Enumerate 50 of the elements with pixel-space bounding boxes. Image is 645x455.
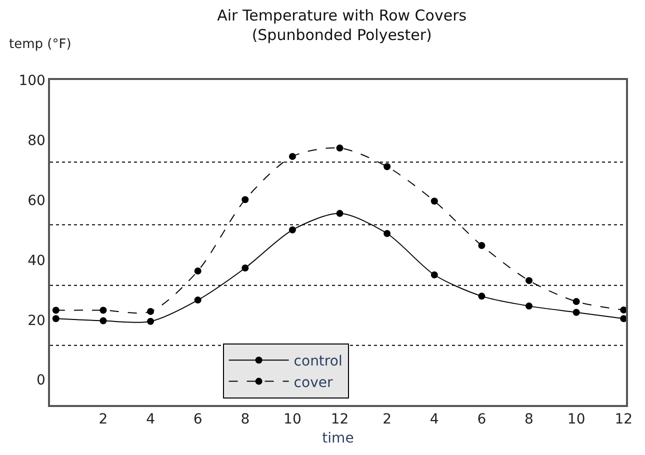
x-tick-label: 4 bbox=[146, 412, 156, 428]
x-axis-title: time bbox=[322, 430, 354, 446]
point bbox=[242, 264, 249, 272]
point bbox=[430, 198, 438, 205]
x-tick-label: 8 bbox=[240, 412, 250, 428]
y-tick-label: 60 bbox=[28, 192, 46, 209]
point bbox=[100, 317, 107, 324]
chart-title: Air Temperature with Row Covers bbox=[217, 6, 467, 24]
x-tick-label: 4 bbox=[430, 412, 439, 428]
point bbox=[384, 230, 391, 238]
y-tick-label: 20 bbox=[28, 312, 46, 329]
point bbox=[194, 296, 202, 304]
point bbox=[526, 302, 533, 310]
y-tick-label: 80 bbox=[28, 132, 46, 149]
point bbox=[100, 306, 107, 314]
y-tick-label: 40 bbox=[28, 252, 46, 269]
legend-label: control bbox=[294, 354, 342, 370]
x-tick-label: 8 bbox=[524, 412, 534, 428]
x-tick-label: 10 bbox=[567, 412, 586, 428]
point bbox=[288, 152, 296, 160]
point bbox=[147, 308, 154, 315]
x-tick-label: 6 bbox=[477, 412, 486, 428]
x-tick-label: 10 bbox=[284, 412, 302, 428]
x-tick-label: 6 bbox=[193, 412, 202, 428]
y-tick-label: 100 bbox=[18, 72, 46, 89]
x-tick-label: 2 bbox=[98, 412, 108, 428]
point bbox=[52, 306, 60, 314]
point bbox=[478, 292, 486, 300]
point bbox=[430, 271, 438, 278]
y-axis-title: temp (°F) bbox=[9, 37, 72, 52]
point bbox=[52, 315, 60, 322]
point bbox=[384, 163, 391, 170]
legend-label: cover bbox=[294, 374, 333, 391]
x-tick-label: 2 bbox=[382, 412, 392, 428]
point bbox=[620, 315, 626, 322]
point bbox=[572, 308, 580, 316]
chart-subtitle: (Spunbonded Polyester) bbox=[252, 26, 432, 44]
point bbox=[478, 242, 486, 249]
point bbox=[147, 318, 154, 325]
point bbox=[572, 298, 580, 306]
point bbox=[336, 144, 344, 152]
point bbox=[242, 196, 249, 204]
y-tick-label: 0 bbox=[36, 372, 46, 389]
x-tick-label: 12 bbox=[330, 412, 349, 428]
point bbox=[620, 306, 626, 314]
point bbox=[194, 267, 202, 274]
x-tick-label: 12 bbox=[614, 412, 633, 428]
point bbox=[336, 210, 344, 217]
point bbox=[288, 226, 296, 234]
point bbox=[526, 277, 533, 284]
